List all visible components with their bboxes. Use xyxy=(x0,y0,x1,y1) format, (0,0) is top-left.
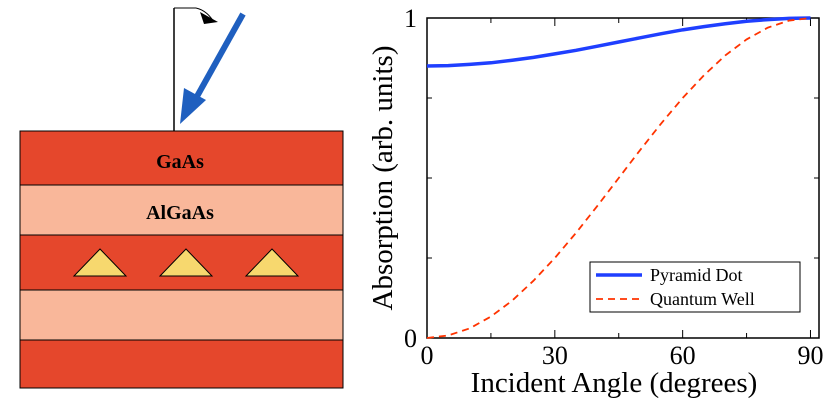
series-line xyxy=(427,18,810,66)
figure: GaAs AlGaAs Incident Angle (degrees) Abs… xyxy=(0,0,832,403)
arrowhead xyxy=(200,12,218,24)
y-axis-title: Absorption (arb. units) xyxy=(367,46,399,311)
chart: Incident Angle (degrees) Absorption (arb… xyxy=(367,4,823,399)
legend-label: Quantum Well xyxy=(650,289,755,309)
y-tick-label: 1 xyxy=(404,4,417,33)
light-ray xyxy=(195,14,243,100)
x-tick-label: 60 xyxy=(670,341,696,370)
x-tick-label: 30 xyxy=(542,341,568,370)
layer-label: GaAs xyxy=(156,151,204,173)
x-axis-title: Incident Angle (degrees) xyxy=(471,367,758,399)
y-tick-label: 0 xyxy=(404,324,417,353)
x-tick-label: 0 xyxy=(421,341,434,370)
legend-label: Pyramid Dot xyxy=(650,265,743,285)
layer xyxy=(20,340,343,388)
layer-label: AlGaAs xyxy=(146,202,214,224)
layer xyxy=(20,290,343,340)
x-tick-label: 90 xyxy=(797,341,823,370)
layer-diagram: GaAs AlGaAs xyxy=(20,8,343,388)
